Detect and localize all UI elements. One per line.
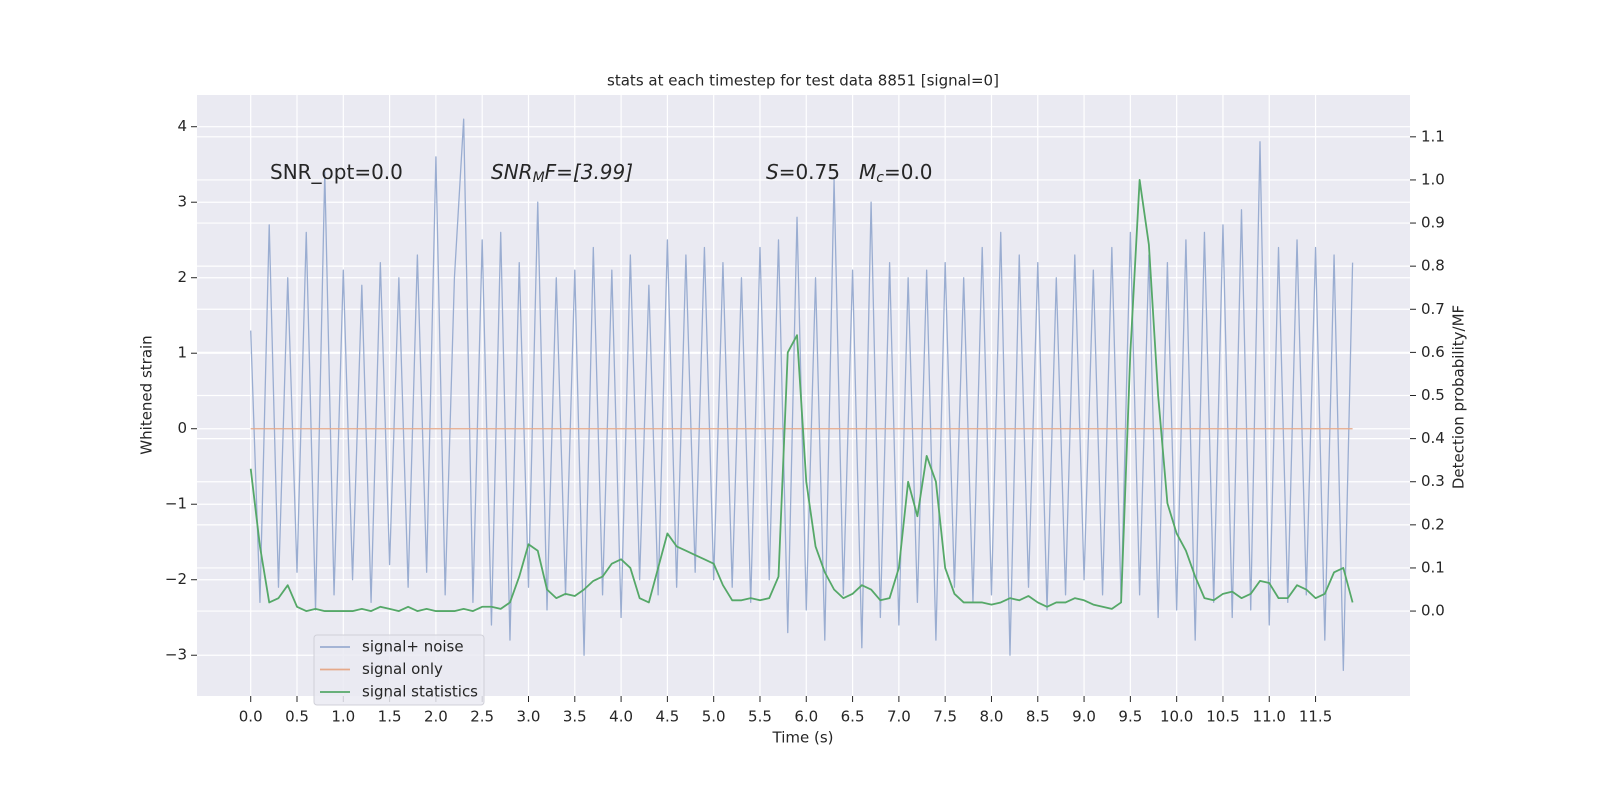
x-tick-label: 6.0: [794, 708, 818, 726]
x-tick-label: 8.5: [1026, 708, 1050, 726]
annotation-part: =0.75: [779, 160, 840, 184]
y-tick-label: 0: [177, 419, 187, 437]
y2-tick-label: 0.3: [1421, 472, 1445, 490]
x-tick-label: 9.5: [1118, 708, 1142, 726]
y2-tick-label: 0.6: [1421, 343, 1445, 361]
y-axis-label: Whitened strain: [138, 335, 156, 454]
x-tick-label: 7.0: [887, 708, 911, 726]
y-tick-label: 2: [177, 268, 187, 286]
annotation-part: F=[3.99]: [545, 160, 633, 184]
x-tick-label: 1.0: [331, 708, 355, 726]
y2-tick-label: 0.8: [1421, 257, 1445, 275]
annotation-part: SNR_opt=0.0: [270, 160, 403, 184]
y2-tick-label: 0.5: [1421, 386, 1445, 404]
x-tick-label: 8.0: [980, 708, 1004, 726]
lines: [249, 118, 1354, 671]
annotation-part: c: [876, 170, 884, 186]
legend-box: [313, 634, 485, 706]
foreground: 0.0 0.5 1.0 1.5 2.0 2.5 3.0 3.5 4.0 4.5 5.0 5.5 6.0 6…: [165, 117, 1445, 725]
x-tick-label: 0.0: [239, 708, 263, 726]
annotation: SNR_opt=0.0: [270, 160, 403, 184]
y2-tick-label: 0.4: [1421, 429, 1445, 447]
y2-tick-label: 1.1: [1421, 127, 1445, 145]
legend-label: signal+ noise: [362, 638, 464, 656]
y-tick-label: 1: [177, 344, 187, 362]
x-tick-label: 3.5: [563, 708, 587, 726]
x-tick-label: 2.0: [424, 708, 448, 726]
x-tick-label: 4.0: [609, 708, 633, 726]
grid: [197, 95, 1410, 696]
annotation-part: M: [533, 170, 545, 186]
annotation-part: =0.0: [884, 160, 933, 184]
legend-label: signal only: [362, 660, 443, 678]
y-tick-label: 3: [177, 193, 187, 211]
annotation-part: SNR: [491, 160, 533, 184]
y2-tick-label: 0.7: [1421, 300, 1445, 318]
y-tick-label: −3: [165, 646, 187, 664]
y2-axis-label: Detection probability/MF: [1450, 305, 1468, 489]
y2-tick-label: 0.2: [1421, 515, 1445, 533]
x-tick-label: 3.0: [517, 708, 541, 726]
x-tick-label: 5.5: [748, 708, 772, 726]
annotation-part: M: [859, 160, 876, 184]
x-tick-label: 0.5: [285, 708, 309, 726]
y-tick-label: −1: [165, 495, 187, 513]
annotation-part: S: [766, 160, 779, 184]
y2-tick-label: 0.1: [1421, 558, 1445, 576]
x-tick-label: 11.5: [1299, 708, 1332, 726]
y-tick-label: −2: [165, 570, 187, 588]
x-axis-label: Time (s): [772, 729, 834, 747]
y-tick-label: 4: [177, 117, 187, 135]
x-tick-label: 5.0: [702, 708, 726, 726]
chart-title: stats at each timestep for test data 885…: [607, 72, 999, 90]
y2-tick-label: 0.9: [1421, 214, 1445, 232]
annotation: S=0.75: [766, 160, 840, 184]
legend-label: signal statistics: [362, 683, 478, 701]
x-tick-label: 7.5: [933, 708, 957, 726]
x-tick-label: 10.0: [1160, 708, 1193, 726]
x-tick-label: 11.0: [1253, 708, 1286, 726]
x-tick-label: 10.5: [1206, 708, 1239, 726]
x-tick-label: 4.5: [655, 708, 679, 726]
x-tick-label: 9.0: [1072, 708, 1096, 726]
annotation: SNRMF=[3.99]: [491, 160, 633, 187]
y2-tick-label: 0.0: [1421, 602, 1445, 620]
annotation: Mc=0.0: [859, 160, 933, 187]
x-tick-label: 2.5: [470, 708, 494, 726]
series-line: [249, 179, 1354, 612]
x-tick-label: 1.5: [378, 708, 402, 726]
x-tick-label: 6.5: [841, 708, 865, 726]
y2-tick-label: 1.0: [1421, 170, 1445, 188]
